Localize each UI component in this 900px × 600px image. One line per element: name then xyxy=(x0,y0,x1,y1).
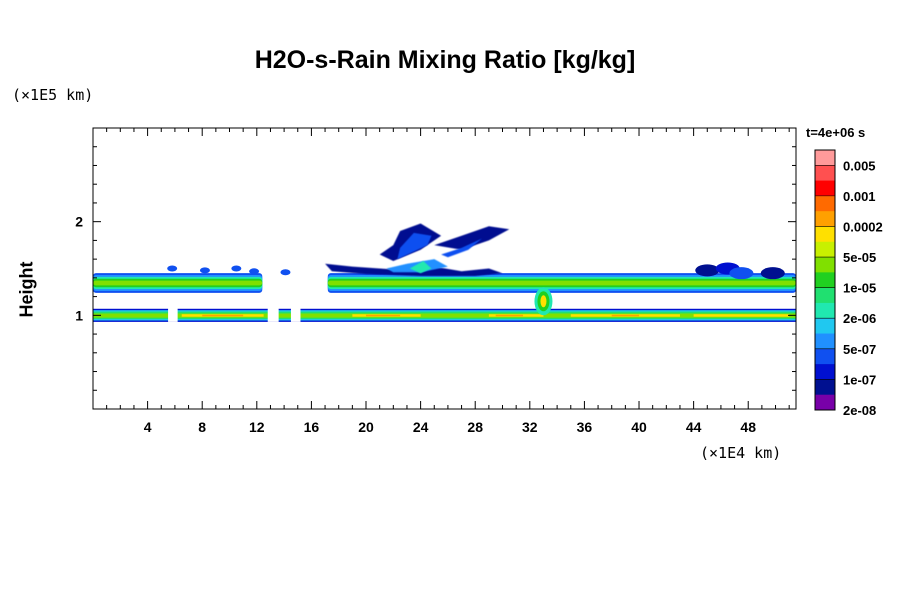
lower-layer-core xyxy=(366,314,401,317)
lower-layer-band xyxy=(93,313,796,318)
colorbar-swatch xyxy=(815,333,835,350)
x-tick-label: 8 xyxy=(198,419,206,435)
colorbar: 0.005 0.001 0.0002 5e-05 1e-05 2e-06 5e-07 1e-0… xyxy=(814,149,883,418)
lower-layer-gap xyxy=(290,308,301,322)
elevated-cloud xyxy=(409,261,432,274)
chart-title: H2O-s-Rain Mixing Ratio [kg/kg] xyxy=(254,46,636,74)
colorbar-label: 0.0002 xyxy=(843,219,883,234)
lower-layer-core xyxy=(202,314,244,317)
colorbar-label: 5e-05 xyxy=(843,250,876,265)
elevated-cloud xyxy=(434,226,510,250)
colorbar-label: 0.005 xyxy=(843,158,876,173)
small-cloud-blob xyxy=(167,265,178,272)
colorbar-label: 2e-08 xyxy=(843,403,876,418)
small-cloud-blob xyxy=(249,268,260,275)
colorbar-label: 0.001 xyxy=(843,189,876,204)
plot-frame xyxy=(92,127,797,410)
upper-layer-lump xyxy=(695,264,720,277)
x-tick-label: 16 xyxy=(304,419,320,435)
small-cloud-blob xyxy=(231,265,242,272)
upper-layer-lump xyxy=(760,267,785,280)
elevated-cloud xyxy=(441,238,482,258)
small-cloud-blob xyxy=(280,269,291,276)
x-tick-label: 44 xyxy=(686,419,702,435)
elevated-cloud xyxy=(397,232,432,260)
colorbar-swatch xyxy=(815,211,835,227)
lower-layer-core xyxy=(495,314,523,317)
x-tick-label: 36 xyxy=(577,419,593,435)
x-tick-label: 24 xyxy=(413,419,429,435)
y-tick-label: 1 xyxy=(75,307,83,323)
colorbar-swatch xyxy=(815,195,835,212)
convective-cell xyxy=(540,295,547,308)
colorbar-swatch xyxy=(815,302,835,319)
colorbar-swatch xyxy=(815,318,835,335)
colorbar-swatch xyxy=(815,165,835,182)
upper-layer-lump xyxy=(729,267,754,280)
x-tick-label: 32 xyxy=(522,419,538,435)
x-unit-label: (×1E4 km) xyxy=(700,444,782,462)
colorbar-swatch xyxy=(815,379,835,396)
colorbar-label: 2e-06 xyxy=(843,311,876,326)
colorbar-swatch xyxy=(815,180,835,197)
y-unit-label: (×1E5 km) xyxy=(12,86,94,104)
colorbar-swatch xyxy=(815,287,835,304)
colorbar-swatch xyxy=(815,348,835,365)
lower-layer-gap xyxy=(168,308,178,322)
colorbar-swatch xyxy=(815,241,835,258)
colorbar-swatch xyxy=(815,150,835,166)
x-tick-label: 12 xyxy=(249,419,265,435)
x-tick-label: 48 xyxy=(740,419,756,435)
upper-layer-band xyxy=(93,280,263,286)
colorbar-swatch xyxy=(815,394,835,411)
x-tick-label: 20 xyxy=(358,419,374,435)
colorbar-swatch xyxy=(815,257,835,273)
plot-area xyxy=(93,223,796,322)
lower-layer-core xyxy=(693,314,790,317)
x-tick-label: 40 xyxy=(631,419,647,435)
colorbar-label: 1e-07 xyxy=(843,372,876,387)
colorbar-swatch xyxy=(815,226,835,243)
x-tick-label: 28 xyxy=(467,419,483,435)
lower-layer-core xyxy=(611,314,640,317)
colorbar-label: 1e-05 xyxy=(843,281,876,296)
y-tick-label: 2 xyxy=(75,214,83,230)
upper-layer-band xyxy=(327,280,796,286)
lower-layer-gap xyxy=(267,308,279,322)
colorbar-swatch xyxy=(815,272,835,289)
colorbar-label: 5e-07 xyxy=(843,342,876,357)
colorbar-swatch xyxy=(815,364,835,380)
time-label: t=4e+06 s xyxy=(806,125,866,140)
x-tick-label: 4 xyxy=(144,419,152,435)
small-cloud-blob xyxy=(199,267,210,274)
